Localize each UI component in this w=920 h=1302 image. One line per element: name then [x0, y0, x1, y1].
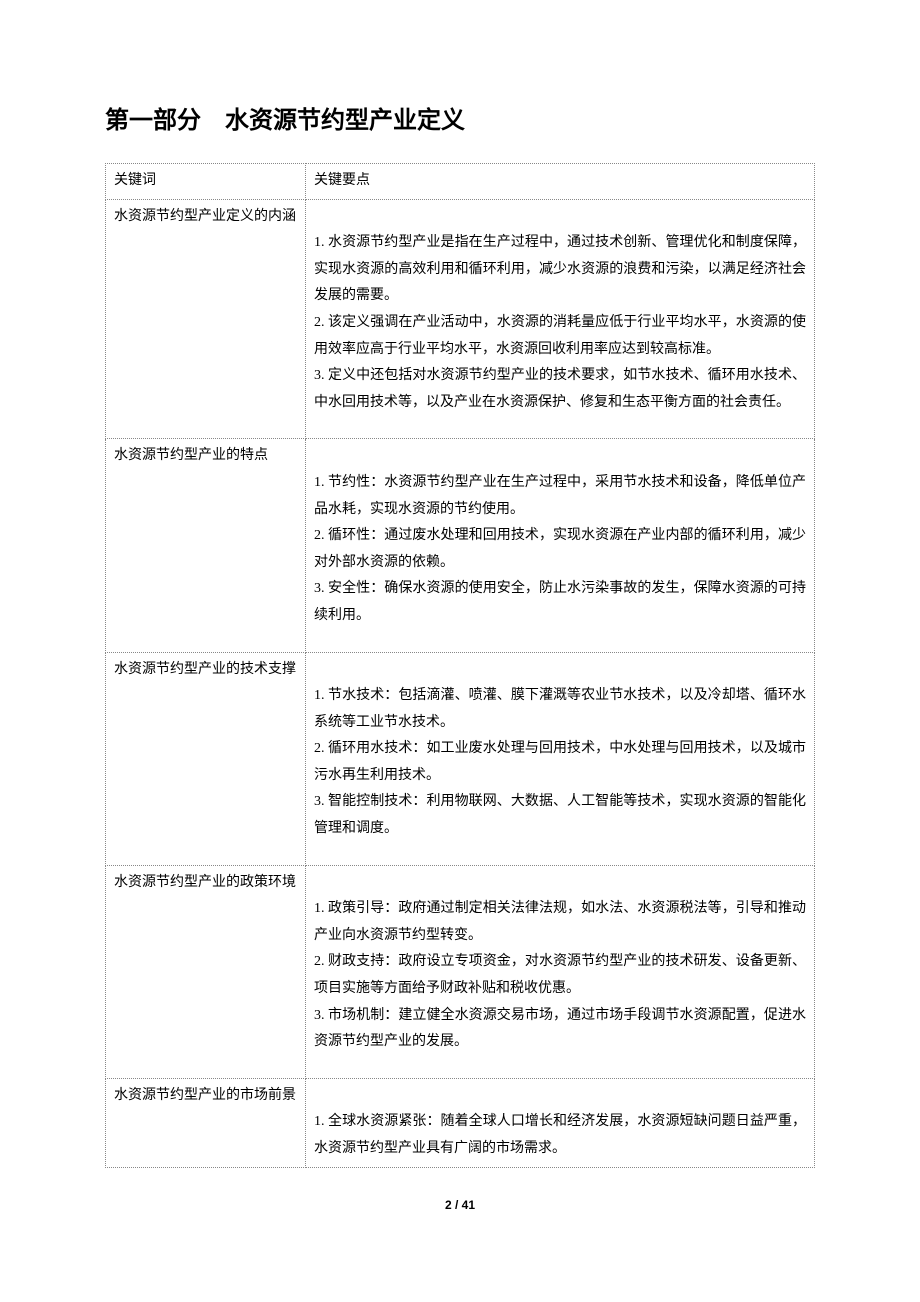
content-table: 关键词 关键要点 水资源节约型产业定义的内涵 1. 水资源节约型产业是指在生产过… [105, 163, 815, 1168]
cell-keyword: 水资源节约型产业的市场前景 [106, 1078, 306, 1167]
table-header-row: 关键词 关键要点 [106, 164, 815, 200]
page-title: 第一部分 水资源节约型产业定义 [105, 100, 815, 135]
cell-keyword: 水资源节约型产业的技术支撑 [106, 652, 306, 865]
header-keypoint: 关键要点 [306, 164, 815, 200]
cell-keypoint: 1. 节水技术：包括滴灌、喷灌、膜下灌溉等农业节水技术，以及冷却塔、循环水系统等… [306, 652, 815, 865]
table-row: 水资源节约型产业的技术支撑 1. 节水技术：包括滴灌、喷灌、膜下灌溉等农业节水技… [106, 652, 815, 865]
cell-keypoint: 1. 全球水资源紧张：随着全球人口增长和经济发展，水资源短缺问题日益严重，水资源… [306, 1078, 815, 1167]
cell-keyword: 水资源节约型产业的特点 [106, 439, 306, 652]
cell-keyword: 水资源节约型产业定义的内涵 [106, 199, 306, 439]
header-keyword: 关键词 [106, 164, 306, 200]
keypoint-text: 1. 水资源节约型产业是指在生产过程中，通过技术创新、管理优化和制度保障，实现水… [314, 204, 806, 435]
table-row: 水资源节约型产业的政策环境 1. 政策引导：政府通过制定相关法律法规，如水法、水… [106, 865, 815, 1078]
cell-keypoint: 1. 水资源节约型产业是指在生产过程中，通过技术创新、管理优化和制度保障，实现水… [306, 199, 815, 439]
cell-keypoint: 1. 政策引导：政府通过制定相关法律法规，如水法、水资源税法等，引导和推动产业向… [306, 865, 815, 1078]
keypoint-text: 1. 政策引导：政府通过制定相关法律法规，如水法、水资源税法等，引导和推动产业向… [314, 870, 806, 1074]
page-footer: 2 / 41 [105, 1198, 815, 1212]
keypoint-text: 1. 全球水资源紧张：随着全球人口增长和经济发展，水资源短缺问题日益严重，水资源… [314, 1083, 806, 1163]
table-row: 水资源节约型产业定义的内涵 1. 水资源节约型产业是指在生产过程中，通过技术创新… [106, 199, 815, 439]
table-row: 水资源节约型产业的特点 1. 节约性：水资源节约型产业在生产过程中，采用节水技术… [106, 439, 815, 652]
cell-keypoint: 1. 节约性：水资源节约型产业在生产过程中，采用节水技术和设备，降低单位产品水耗… [306, 439, 815, 652]
keypoint-text: 1. 节约性：水资源节约型产业在生产过程中，采用节水技术和设备，降低单位产品水耗… [314, 443, 806, 647]
table-row: 水资源节约型产业的市场前景 1. 全球水资源紧张：随着全球人口增长和经济发展，水… [106, 1078, 815, 1167]
keypoint-text: 1. 节水技术：包括滴灌、喷灌、膜下灌溉等农业节水技术，以及冷却塔、循环水系统等… [314, 657, 806, 861]
cell-keyword: 水资源节约型产业的政策环境 [106, 865, 306, 1078]
